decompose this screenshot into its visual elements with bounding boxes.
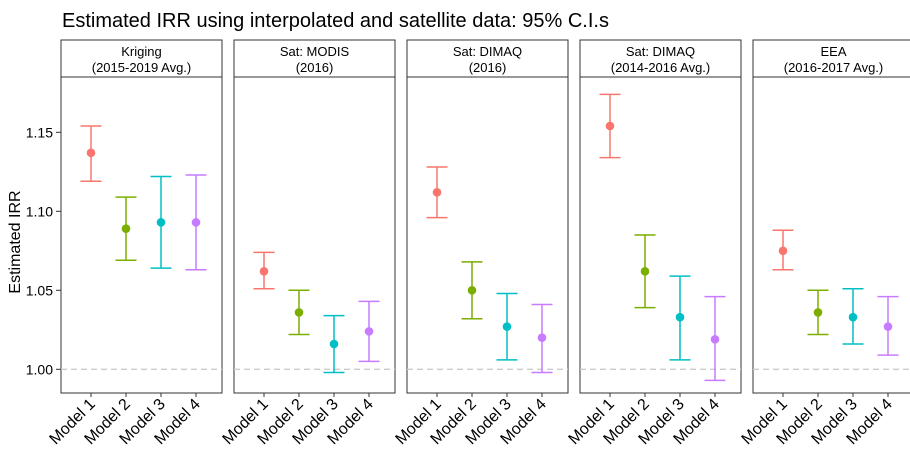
y-tick-label: 1.05 (26, 282, 53, 298)
point-estimate (259, 267, 269, 276)
facet-strip-sublabel: (2015-2019 Avg.) (92, 60, 192, 75)
y-axis: 1.00 1.05 1.10 1.15 (26, 124, 61, 377)
y-axis-label: Estimated IRR (7, 190, 24, 293)
facet-strip (579, 39, 742, 78)
facet-plot-area (406, 76, 569, 394)
facet-strip-label: Sat: DIMAQ (453, 44, 522, 59)
point-estimate (813, 308, 823, 317)
facet-plot-area (752, 76, 910, 394)
facet-plot-area (579, 76, 742, 394)
facet-strip-label: EEA (820, 44, 846, 59)
point-estimate (294, 308, 304, 317)
point-estimate (848, 312, 858, 322)
point-estimate (640, 267, 650, 276)
facet-strip-sublabel: (2016) (469, 60, 507, 75)
point-estimate (432, 188, 442, 197)
point-estimate (710, 334, 720, 344)
facet-strip (233, 39, 396, 78)
point-estimate (156, 218, 166, 227)
facet-strip (60, 39, 223, 78)
point-estimate (329, 339, 339, 349)
facet-strip (406, 39, 569, 78)
facet-plot-area (60, 76, 223, 394)
point-estimate (778, 246, 788, 256)
point-estimate (502, 322, 512, 331)
point-estimate (883, 322, 893, 331)
point-estimate (86, 148, 96, 158)
y-tick-label: 1.00 (26, 361, 53, 377)
facet-strip-sublabel: (2016) (296, 60, 334, 75)
facet-strip-label: Sat: DIMAQ (626, 44, 695, 59)
point-estimate (467, 286, 477, 295)
facet-plot-area (233, 76, 396, 394)
y-tick-label: 1.10 (26, 203, 53, 219)
point-estimate (537, 333, 547, 343)
chart-title: Estimated IRR using interpolated and sat… (62, 10, 609, 32)
facet-strip-label: Kriging (121, 44, 161, 59)
facet-strip-label: Sat: MODIS (280, 44, 350, 59)
y-tick-label: 1.15 (26, 124, 53, 140)
facet-strip (752, 39, 910, 78)
point-estimate (191, 218, 201, 227)
facet-strip-sublabel: (2016-2017 Avg.) (784, 60, 884, 75)
point-estimate (121, 224, 131, 233)
point-estimate (364, 327, 374, 336)
point-estimate (605, 121, 615, 131)
facet-strip-sublabel: (2014-2016 Avg.) (611, 60, 711, 75)
point-estimate (675, 312, 685, 322)
